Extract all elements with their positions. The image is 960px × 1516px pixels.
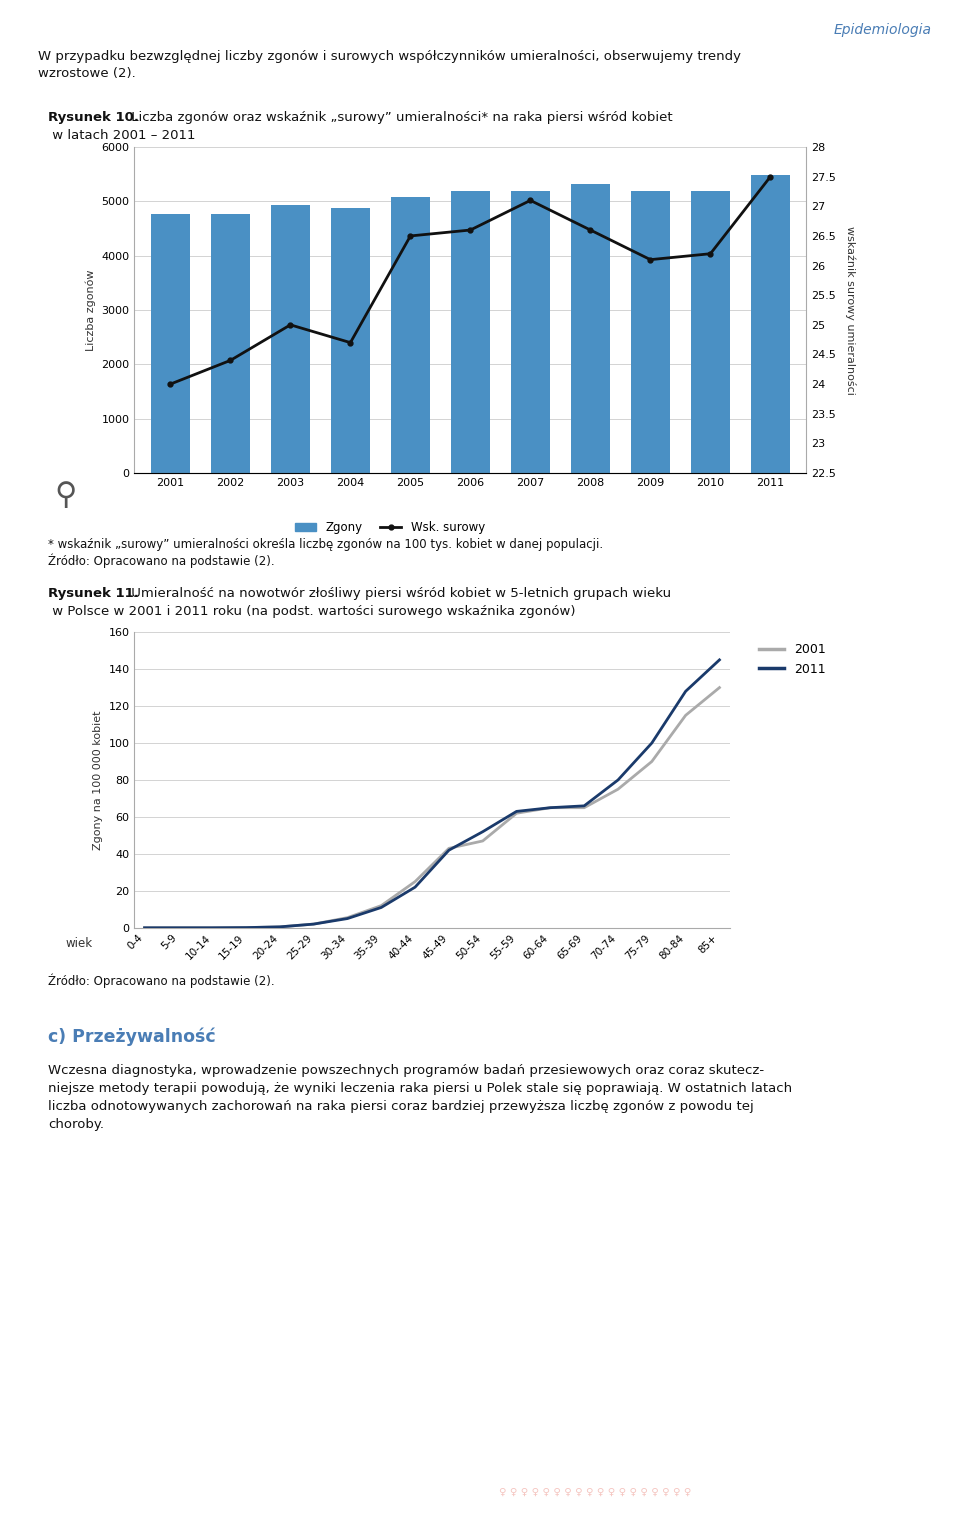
Legend: 2001, 2011: 2001, 2011 <box>754 638 830 681</box>
Bar <box>691 191 730 473</box>
Text: w Polsce w 2001 i 2011 roku (na podst. wartości surowego wskaźnika zgonów): w Polsce w 2001 i 2011 roku (na podst. w… <box>48 605 575 619</box>
Y-axis label: Zgony na 100 000 kobiet: Zgony na 100 000 kobiet <box>93 709 103 850</box>
Text: Rysunek 10.: Rysunek 10. <box>48 111 139 124</box>
Bar <box>511 191 550 473</box>
Text: * wskaźnik „surowy” umieralności określa liczbę zgonów na 100 tys. kobiet w dane: * wskaźnik „surowy” umieralności określa… <box>48 538 603 552</box>
Text: Umieralność na nowotwór złośliwy piersi wśród kobiet w 5-letnich grupach wieku: Umieralność na nowotwór złośliwy piersi … <box>127 587 671 600</box>
Text: Rak piersi w Polsce – leczenie to inwestycja: Rak piersi w Polsce – leczenie to inwest… <box>34 1486 305 1498</box>
Text: wiek: wiek <box>65 937 92 951</box>
Bar <box>751 176 790 473</box>
Text: c) Przeżywalność: c) Przeżywalność <box>48 1028 216 1046</box>
Text: Epidemiologia: Epidemiologia <box>833 23 931 36</box>
Text: Wczesna diagnostyka, wprowadzenie powszechnych programów badań przesiewowych ora: Wczesna diagnostyka, wprowadzenie powsze… <box>48 1064 792 1131</box>
Text: wzrostowe (2).: wzrostowe (2). <box>38 67 136 80</box>
Bar <box>331 208 370 473</box>
Text: Liczba zgonów oraz wskaźnik „surowy” umieralności* na raka piersi wśród kobiet: Liczba zgonów oraz wskaźnik „surowy” umi… <box>127 111 672 124</box>
Bar <box>631 191 670 473</box>
Y-axis label: wskaźnik surowy umieralności: wskaźnik surowy umieralności <box>845 226 855 394</box>
Text: Źródło: Opracowano na podstawie (2).: Źródło: Opracowano na podstawie (2). <box>48 973 275 988</box>
Bar <box>391 197 430 473</box>
Y-axis label: Liczba zgonów: Liczba zgonów <box>85 270 96 350</box>
Bar <box>571 183 610 473</box>
Text: 15: 15 <box>910 1486 926 1498</box>
Text: Rysunek 11.: Rysunek 11. <box>48 587 139 600</box>
Bar <box>271 205 310 473</box>
Text: ♀ ♀ ♀ ♀ ♀ ♀ ♀ ♀ ♀ ♀ ♀ ♀ ♀ ♀ ♀ ♀ ♀ ♀: ♀ ♀ ♀ ♀ ♀ ♀ ♀ ♀ ♀ ♀ ♀ ♀ ♀ ♀ ♀ ♀ ♀ ♀ <box>499 1487 692 1496</box>
Bar <box>211 214 250 473</box>
Bar <box>451 191 490 473</box>
Bar <box>151 214 190 473</box>
Text: W przypadku bezwzględnej liczby zgonów i surowych współczynników umieralności, o: W przypadku bezwzględnej liczby zgonów i… <box>38 50 741 64</box>
Text: Źródło: Opracowano na podstawie (2).: Źródło: Opracowano na podstawie (2). <box>48 553 275 568</box>
Legend: Zgony, Wsk. surowy: Zgony, Wsk. surowy <box>290 517 490 538</box>
Text: w latach 2001 – 2011: w latach 2001 – 2011 <box>48 129 196 143</box>
Text: ⚲: ⚲ <box>54 481 77 509</box>
